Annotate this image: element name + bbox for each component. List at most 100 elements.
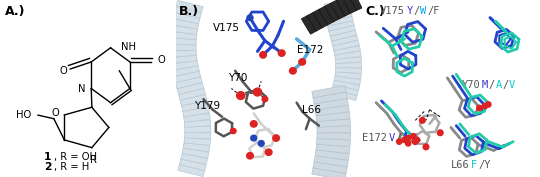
Polygon shape bbox=[183, 142, 210, 152]
Text: L66: L66 bbox=[451, 160, 470, 170]
Text: NH: NH bbox=[121, 42, 136, 52]
Text: V: V bbox=[509, 80, 515, 90]
Text: V: V bbox=[389, 133, 395, 143]
Polygon shape bbox=[301, 16, 316, 34]
Circle shape bbox=[413, 139, 418, 144]
Polygon shape bbox=[326, 12, 352, 20]
Polygon shape bbox=[325, 3, 351, 9]
Polygon shape bbox=[325, 7, 351, 15]
Circle shape bbox=[251, 121, 257, 127]
Polygon shape bbox=[336, 63, 362, 68]
Polygon shape bbox=[185, 126, 211, 133]
Polygon shape bbox=[335, 51, 361, 59]
Text: Y: Y bbox=[407, 6, 413, 16]
Text: L66: L66 bbox=[302, 105, 321, 115]
Text: O: O bbox=[158, 55, 166, 65]
Circle shape bbox=[411, 134, 416, 139]
Polygon shape bbox=[334, 46, 360, 55]
Polygon shape bbox=[327, 20, 354, 31]
Polygon shape bbox=[313, 162, 347, 173]
Polygon shape bbox=[181, 101, 208, 112]
Text: A: A bbox=[496, 80, 502, 90]
Polygon shape bbox=[333, 80, 360, 90]
Polygon shape bbox=[313, 92, 347, 104]
Polygon shape bbox=[317, 126, 350, 133]
Circle shape bbox=[278, 50, 285, 56]
Polygon shape bbox=[181, 153, 208, 164]
Polygon shape bbox=[170, 38, 196, 45]
Polygon shape bbox=[336, 0, 350, 16]
Polygon shape bbox=[172, 19, 199, 29]
Polygon shape bbox=[326, 16, 353, 26]
Circle shape bbox=[477, 105, 482, 111]
Text: I: I bbox=[402, 133, 409, 143]
Polygon shape bbox=[314, 99, 348, 110]
Text: Y70: Y70 bbox=[228, 73, 247, 83]
Text: B.): B.) bbox=[179, 5, 199, 18]
Polygon shape bbox=[173, 13, 200, 24]
Polygon shape bbox=[176, 0, 203, 13]
Polygon shape bbox=[314, 156, 348, 167]
Polygon shape bbox=[332, 35, 358, 46]
Polygon shape bbox=[315, 105, 349, 116]
Polygon shape bbox=[174, 71, 201, 82]
Circle shape bbox=[262, 96, 268, 102]
Circle shape bbox=[260, 52, 266, 58]
Polygon shape bbox=[313, 9, 328, 28]
Polygon shape bbox=[332, 84, 359, 95]
Polygon shape bbox=[317, 132, 350, 139]
Circle shape bbox=[396, 139, 402, 144]
Text: V175: V175 bbox=[213, 23, 240, 33]
Polygon shape bbox=[184, 113, 210, 122]
Text: /Y: /Y bbox=[478, 160, 490, 170]
Text: , R = OH: , R = OH bbox=[55, 152, 97, 162]
Polygon shape bbox=[330, 30, 357, 41]
Polygon shape bbox=[315, 150, 349, 160]
Circle shape bbox=[485, 102, 491, 107]
Polygon shape bbox=[335, 67, 362, 73]
Text: N: N bbox=[78, 84, 86, 94]
Circle shape bbox=[247, 153, 253, 159]
Polygon shape bbox=[307, 13, 322, 31]
Circle shape bbox=[299, 59, 306, 65]
Polygon shape bbox=[334, 76, 361, 85]
Polygon shape bbox=[316, 119, 350, 127]
Polygon shape bbox=[183, 107, 210, 117]
Circle shape bbox=[406, 135, 411, 141]
Circle shape bbox=[273, 135, 280, 141]
Circle shape bbox=[237, 92, 245, 99]
Text: F: F bbox=[471, 160, 477, 170]
Text: O: O bbox=[52, 108, 59, 118]
Circle shape bbox=[253, 88, 261, 96]
Circle shape bbox=[402, 137, 407, 142]
Circle shape bbox=[414, 137, 420, 142]
Polygon shape bbox=[330, 0, 345, 19]
Circle shape bbox=[247, 15, 253, 21]
Text: /: / bbox=[489, 80, 495, 90]
Polygon shape bbox=[180, 95, 207, 106]
Text: /L: /L bbox=[409, 133, 422, 143]
Polygon shape bbox=[171, 55, 197, 64]
Polygon shape bbox=[319, 6, 334, 25]
Polygon shape bbox=[172, 65, 199, 76]
Text: /F: /F bbox=[427, 6, 440, 16]
Text: Y70: Y70 bbox=[462, 80, 481, 90]
Polygon shape bbox=[333, 40, 359, 51]
Polygon shape bbox=[170, 44, 196, 51]
Text: O: O bbox=[59, 66, 67, 76]
Polygon shape bbox=[335, 57, 362, 64]
Polygon shape bbox=[325, 3, 339, 22]
Text: E172: E172 bbox=[362, 133, 387, 143]
Circle shape bbox=[423, 144, 429, 150]
Polygon shape bbox=[170, 50, 197, 57]
Text: W: W bbox=[420, 6, 427, 16]
Polygon shape bbox=[312, 168, 346, 177]
Polygon shape bbox=[171, 25, 198, 35]
Text: A.): A.) bbox=[5, 5, 26, 18]
Text: , R = H: , R = H bbox=[55, 162, 90, 172]
Circle shape bbox=[406, 141, 411, 146]
Polygon shape bbox=[171, 60, 198, 70]
Polygon shape bbox=[176, 77, 202, 89]
Polygon shape bbox=[184, 137, 211, 145]
Polygon shape bbox=[184, 120, 211, 127]
